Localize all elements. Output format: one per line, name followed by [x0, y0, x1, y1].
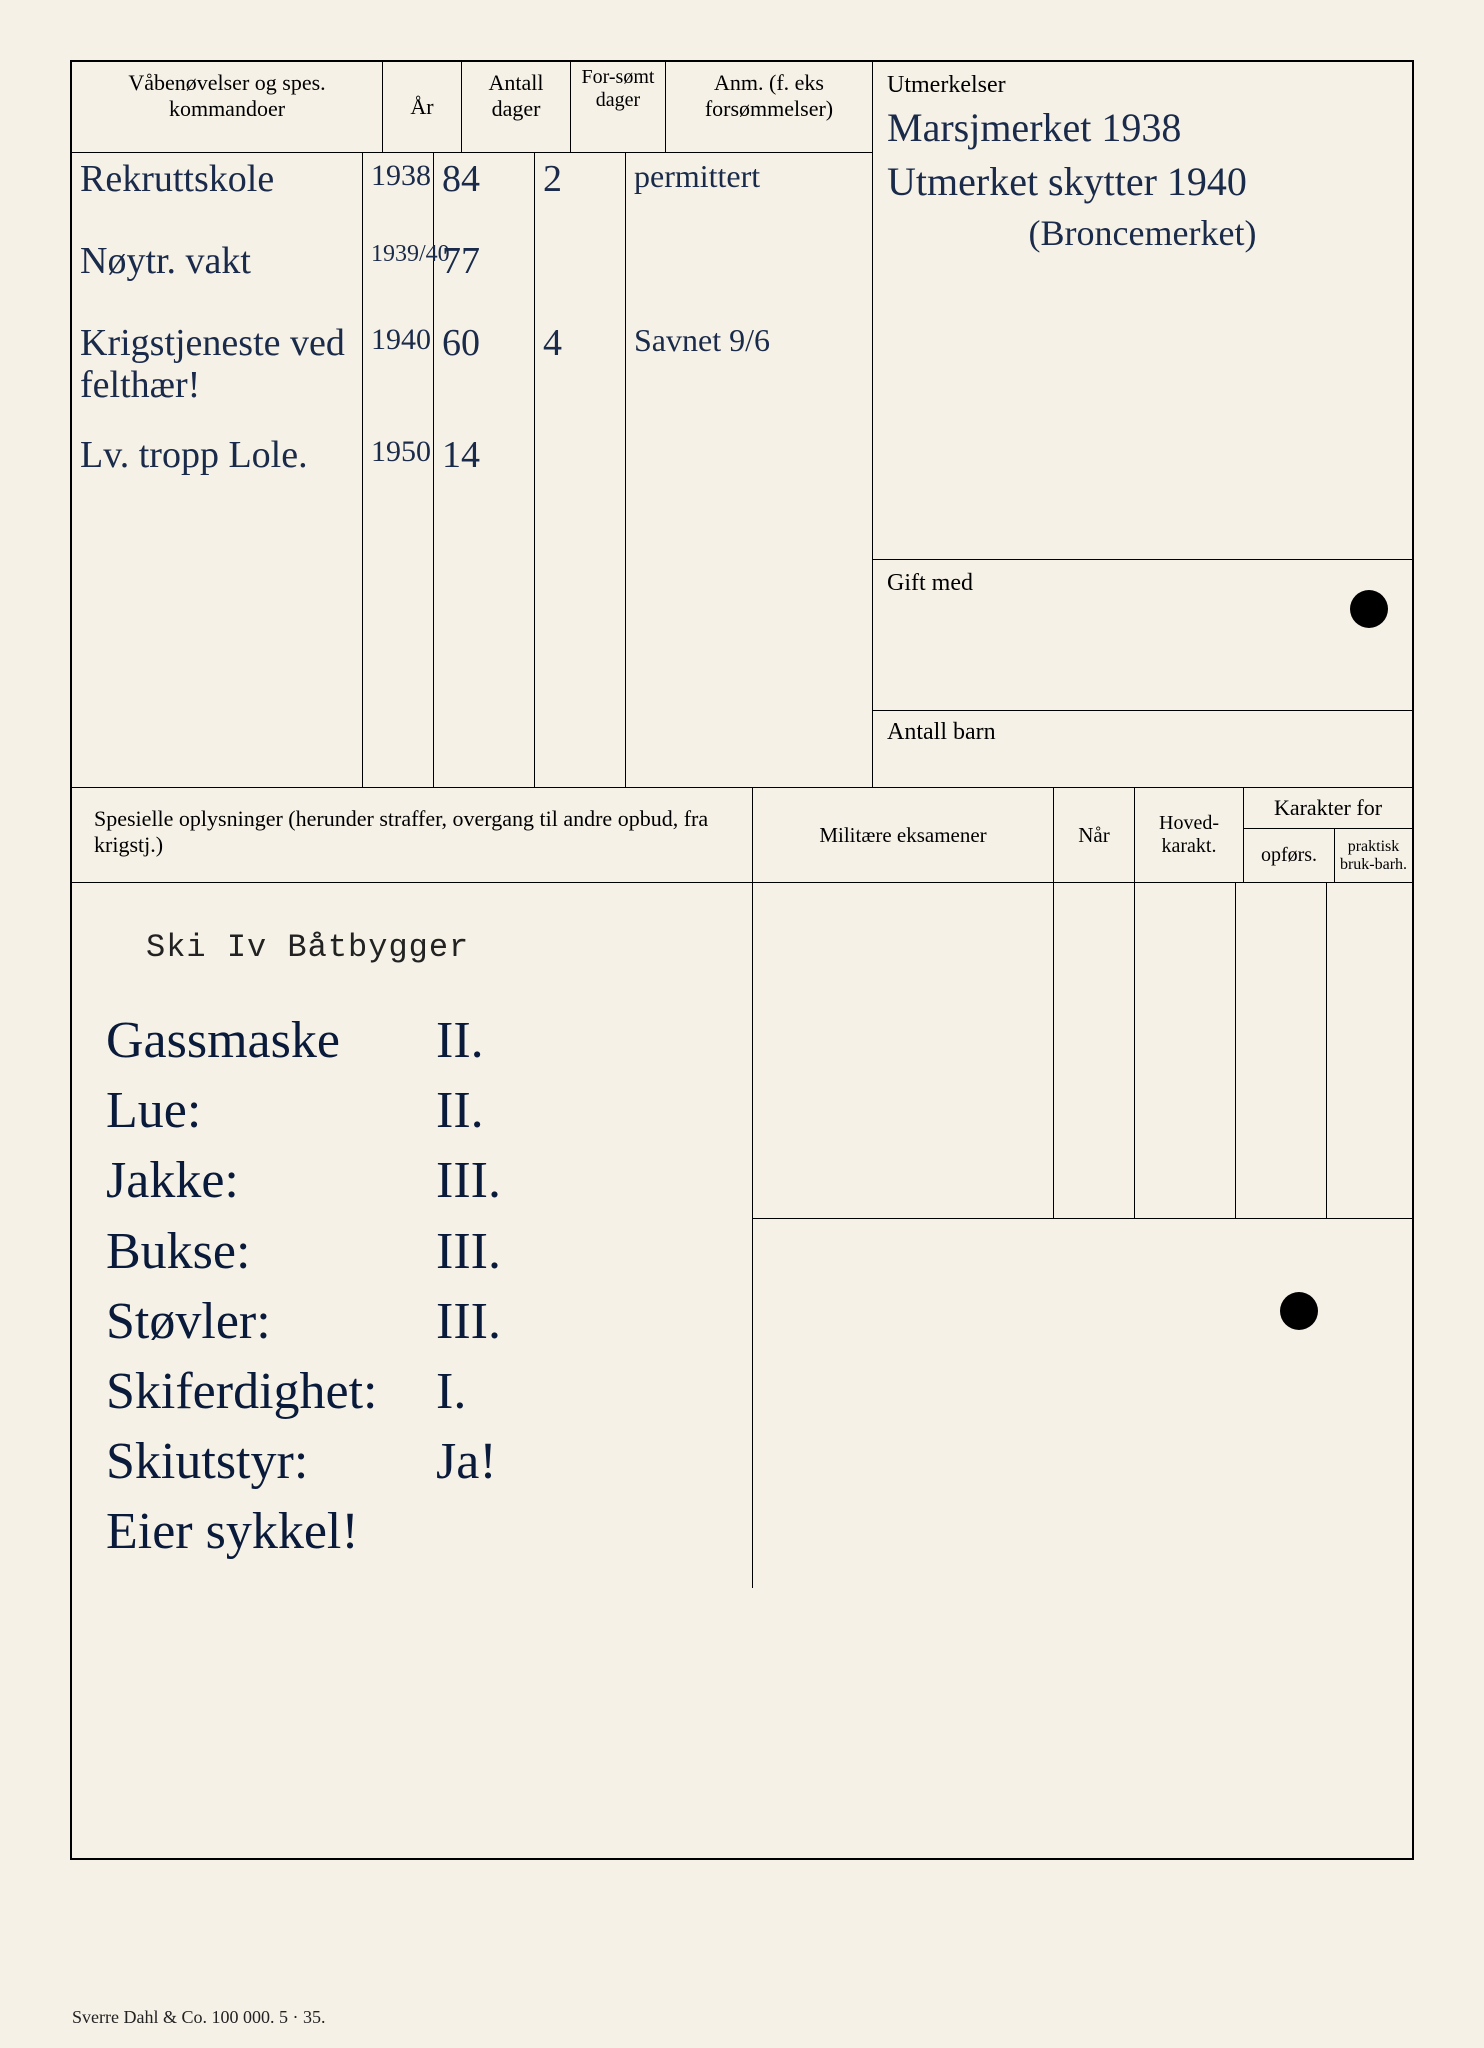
col-header-ovelser: Våbenøvelser og spes. kommandoer	[72, 62, 383, 152]
equipment-row: Eier sykkel!	[106, 1497, 728, 1567]
row-ar: 1938	[363, 153, 433, 235]
record-card: Våbenøvelser og spes. kommandoer År Anta…	[70, 60, 1414, 1860]
equip-label: Støvler:	[106, 1287, 436, 1357]
row-forsomt	[535, 235, 625, 317]
punch-hole-icon	[1350, 590, 1388, 628]
equip-val: Ja!	[436, 1427, 497, 1497]
equip-label: Eier sykkel!	[106, 1497, 359, 1567]
col-forsomt: 2 4	[535, 153, 626, 787]
col-karakter-wrap: Karakter for opførs. praktisk bruk-barh.	[1244, 788, 1412, 882]
service-table-body: Rekruttskole Nøytr. vakt Krigstjeneste v…	[72, 153, 872, 787]
col-praktisk: praktisk bruk-barh.	[1335, 829, 1412, 882]
row-anm: Savnet 9/6	[626, 317, 872, 429]
row-anm: permittert	[626, 153, 872, 235]
row-ar: 1940	[363, 317, 433, 429]
mil-eks-body	[753, 883, 1412, 1218]
top-section: Våbenøvelser og spes. kommandoer År Anta…	[72, 62, 1412, 788]
equipment-row: Støvler:III.	[106, 1287, 728, 1357]
equip-val: II.	[436, 1076, 484, 1146]
col-ovelser: Rekruttskole Nøytr. vakt Krigstjeneste v…	[72, 153, 363, 787]
utmerkelser-line: (Broncemerket)	[887, 211, 1398, 256]
row-name: Lv. tropp Lole.	[72, 429, 362, 511]
row-ar: 1939/40	[363, 235, 433, 317]
row-ar: 1950	[363, 429, 433, 511]
mid-section: Spesielle oplysninger (herunder straffer…	[72, 788, 1412, 1588]
utmerkelser-line: Marsjmerket 1938	[887, 103, 1398, 153]
equipment-row: Lue:II.	[106, 1076, 728, 1146]
row-forsomt	[535, 429, 625, 511]
gift-med-box: Gift med	[873, 559, 1412, 710]
col-body	[1236, 883, 1327, 1218]
col-header-forsomt: For-sømt dager	[571, 62, 666, 152]
equipment-row: GassmaskeII.	[106, 1006, 728, 1076]
col-opfors: opførs.	[1244, 829, 1335, 882]
row-antall: 84	[434, 153, 534, 235]
antall-barn-box: Antall barn	[873, 710, 1412, 787]
col-body	[1054, 883, 1135, 1218]
typed-line: Ski Iv Båtbygger	[146, 929, 728, 966]
row-antall: 60	[434, 317, 534, 429]
col-nar: Når	[1054, 788, 1135, 882]
antall-barn-label: Antall barn	[887, 719, 996, 745]
col-hovedk: Hoved-karakt.	[1135, 788, 1244, 882]
col-header-anm: Anm. (f. eks forsømmelser)	[666, 62, 872, 152]
mil-eks-header: Militære eksamener Når Hoved-karakt. Kar…	[753, 788, 1412, 883]
equip-label: Jakke:	[106, 1146, 436, 1216]
gift-med-label: Gift med	[887, 570, 973, 596]
utmerkelser-label: Utmerkelser	[887, 72, 1398, 99]
service-table-header: Våbenøvelser og spes. kommandoer År Anta…	[72, 62, 872, 153]
page: Våbenøvelser og spes. kommandoer År Anta…	[0, 0, 1484, 2048]
equip-label: Lue:	[106, 1076, 436, 1146]
row-antall: 14	[434, 429, 534, 511]
equip-label: Skiutstyr:	[106, 1427, 436, 1497]
utmerkelser-box: Utmerkelser Marsjmerket 1938 Utmerket sk…	[873, 62, 1412, 559]
col-header-ar: År	[383, 62, 462, 152]
equipment-row: Skiutstyr:Ja!	[106, 1427, 728, 1497]
row-forsomt: 4	[535, 317, 625, 429]
equip-val: III.	[436, 1146, 501, 1216]
top-right: Utmerkelser Marsjmerket 1938 Utmerket sk…	[873, 62, 1412, 787]
row-anm	[626, 429, 872, 511]
col-mil-eks: Militære eksamener	[753, 788, 1054, 882]
printer-footer: Sverre Dahl & Co. 100 000. 5 · 35.	[72, 2007, 325, 2028]
col-karakter-for: Karakter for	[1244, 788, 1412, 829]
equip-val: III.	[436, 1287, 501, 1357]
spesielle-body: Ski Iv Båtbygger GassmaskeII. Lue:II. Ja…	[72, 883, 752, 1588]
utmerkelser-line: Utmerket skytter 1940	[887, 157, 1398, 207]
col-header-antall: Antall dager	[462, 62, 571, 152]
col-anm: permittert Savnet 9/6	[626, 153, 872, 787]
spesielle-box: Spesielle oplysninger (herunder straffer…	[72, 788, 753, 1588]
col-body	[1135, 883, 1236, 1218]
row-antall: 77	[434, 235, 534, 317]
col-ar: 1938 1939/40 1940 1950	[363, 153, 434, 787]
row-name: Rekruttskole	[72, 153, 362, 235]
equipment-row: Bukse:III.	[106, 1217, 728, 1287]
equipment-row: Skiferdighet:I.	[106, 1357, 728, 1427]
equip-val: III.	[436, 1217, 501, 1287]
equip-label: Gassmaske	[106, 1006, 436, 1076]
col-body	[753, 883, 1054, 1218]
row-anm	[626, 235, 872, 317]
spesielle-header: Spesielle oplysninger (herunder straffer…	[72, 788, 752, 883]
equipment-row: Jakke:III.	[106, 1146, 728, 1216]
equip-val: II.	[436, 1006, 484, 1076]
col-antall: 84 77 60 14	[434, 153, 535, 787]
punch-hole-icon	[1280, 1292, 1318, 1330]
col-body	[1327, 883, 1412, 1218]
row-name: Nøytr. vakt	[72, 235, 362, 317]
equip-val: I.	[436, 1357, 466, 1427]
row-forsomt: 2	[535, 153, 625, 235]
mil-eksamen-table: Militære eksamener Når Hoved-karakt. Kar…	[753, 788, 1412, 1219]
equipment-list: GassmaskeII. Lue:II. Jakke:III. Bukse:II…	[106, 1006, 728, 1568]
row-name: Krigstjeneste ved felthær!	[72, 317, 362, 429]
service-table: Våbenøvelser og spes. kommandoer År Anta…	[72, 62, 873, 787]
equip-label: Bukse:	[106, 1217, 436, 1287]
equip-label: Skiferdighet:	[106, 1357, 436, 1427]
